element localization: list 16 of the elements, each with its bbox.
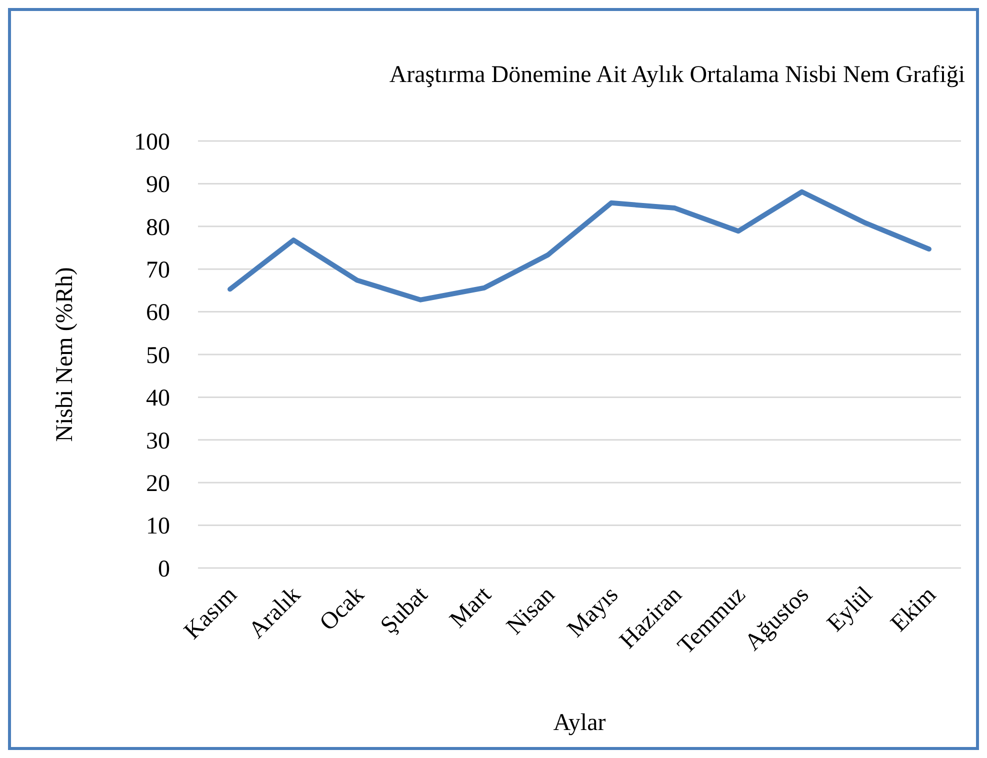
y-tick-label: 100 <box>134 129 170 156</box>
chart-title: Araştırma Dönemine Ait Aylık Ortalama Nisbi Nem Grafiği <box>389 62 966 88</box>
x-tick-label: Ocak <box>315 582 370 636</box>
y-tick-label: 80 <box>146 214 170 241</box>
x-tick-label: Mart <box>445 582 497 634</box>
x-axis-title: Aylar <box>553 710 606 736</box>
y-tick-label: 10 <box>146 514 170 540</box>
y-tick-label: 40 <box>146 386 170 412</box>
y-tick-label: 0 <box>158 556 170 582</box>
y-tick-label: 20 <box>146 471 170 497</box>
y-tick-label: 30 <box>146 428 170 454</box>
y-tick-label: 70 <box>146 258 170 284</box>
y-tick-label: 90 <box>146 172 170 198</box>
y-tick-label: 50 <box>146 342 170 369</box>
y-axis-title: Nisbi Nem (%Rh) <box>52 267 78 442</box>
y-tick-label: 60 <box>146 300 170 326</box>
